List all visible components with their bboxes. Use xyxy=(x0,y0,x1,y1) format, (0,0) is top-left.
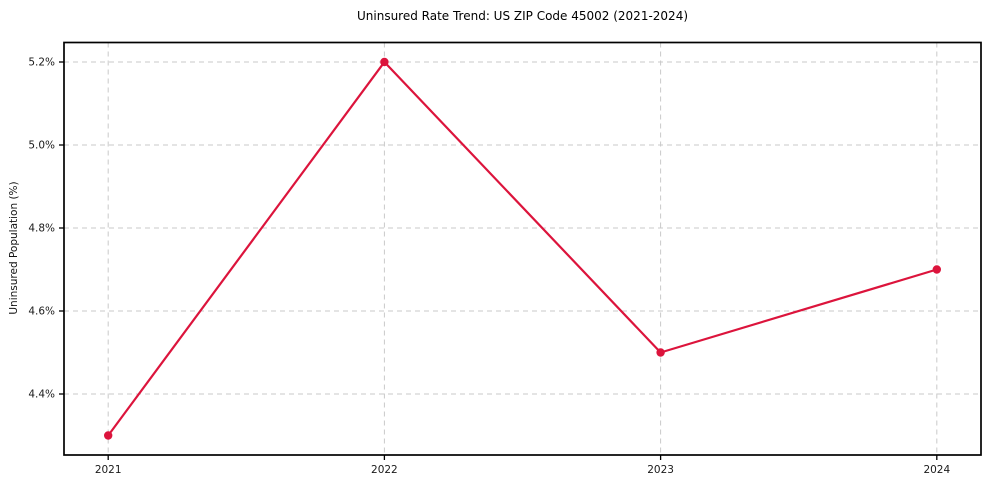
y-axis-title: Uninsured Population (%) xyxy=(8,181,20,315)
data-point-marker xyxy=(932,265,942,274)
plot-border xyxy=(63,41,982,456)
data-point-marker xyxy=(656,348,665,357)
y-tick-label: 5.2% xyxy=(28,57,55,69)
x-tick-label: 2023 xyxy=(647,464,674,476)
trend-line xyxy=(107,60,938,437)
y-tick-label: 4.4% xyxy=(28,388,55,400)
y-tick-label: 4.8% xyxy=(28,223,55,235)
x-tick-label: 2022 xyxy=(371,464,398,476)
y-tick-label: 5.0% xyxy=(28,140,55,152)
chart-title: Uninsured Rate Trend: US ZIP Code 45002 … xyxy=(356,9,689,23)
data-point-marker xyxy=(103,431,113,440)
data-point-marker xyxy=(380,57,389,67)
y-tick-label: 4.6% xyxy=(28,305,55,317)
x-tick-label: 2024 xyxy=(923,464,950,476)
x-tick-label: 2021 xyxy=(95,464,122,476)
